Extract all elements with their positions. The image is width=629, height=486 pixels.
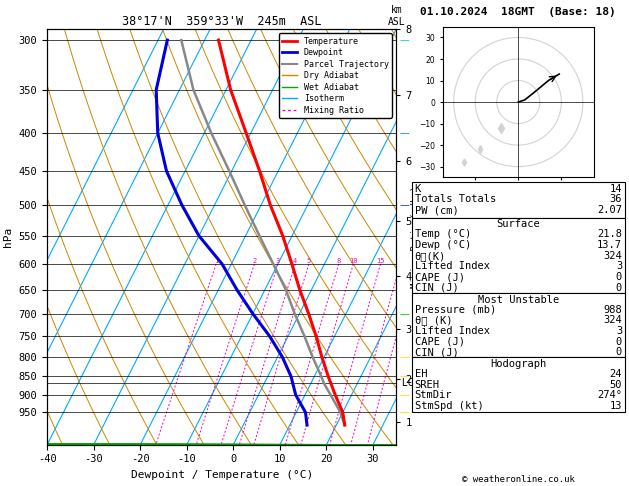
Text: CIN (J): CIN (J): [415, 283, 459, 293]
Text: Hodograph: Hodograph: [490, 359, 547, 369]
Text: 4: 4: [293, 258, 298, 264]
Text: 3: 3: [616, 326, 622, 336]
Text: Mixing Ratio (g/kg): Mixing Ratio (g/kg): [411, 186, 420, 288]
Text: —: —: [399, 200, 409, 210]
Text: Totals Totals: Totals Totals: [415, 194, 496, 205]
Text: θᴇ (K): θᴇ (K): [415, 315, 452, 326]
Text: Dewp (°C): Dewp (°C): [415, 240, 470, 250]
Text: 0: 0: [616, 283, 622, 293]
Text: —: —: [399, 390, 409, 400]
Text: K: K: [415, 184, 421, 194]
Text: PW (cm): PW (cm): [415, 205, 459, 215]
Text: 8: 8: [337, 258, 341, 264]
Text: Surface: Surface: [496, 219, 540, 229]
Text: EH: EH: [415, 369, 427, 379]
Text: 324: 324: [603, 251, 622, 261]
Text: 3: 3: [276, 258, 280, 264]
Text: —: —: [399, 35, 409, 45]
Text: 274°: 274°: [597, 390, 622, 400]
Text: 1: 1: [214, 258, 218, 264]
Y-axis label: hPa: hPa: [3, 227, 13, 247]
Text: 15: 15: [376, 258, 385, 264]
Text: —: —: [399, 128, 409, 138]
Text: CIN (J): CIN (J): [415, 347, 459, 358]
Text: Temp (°C): Temp (°C): [415, 229, 470, 240]
Text: 13.7: 13.7: [597, 240, 622, 250]
Text: 10: 10: [349, 258, 357, 264]
Text: 3: 3: [616, 261, 622, 272]
Text: —: —: [399, 407, 409, 417]
Text: —: —: [399, 371, 409, 382]
Text: 50: 50: [610, 380, 622, 390]
Text: 21.8: 21.8: [597, 229, 622, 240]
Text: 2.07: 2.07: [597, 205, 622, 215]
Text: 2: 2: [252, 258, 257, 264]
Text: © weatheronline.co.uk: © weatheronline.co.uk: [462, 474, 575, 484]
Legend: Temperature, Dewpoint, Parcel Trajectory, Dry Adiabat, Wet Adiabat, Isotherm, Mi: Temperature, Dewpoint, Parcel Trajectory…: [279, 34, 392, 118]
Text: 0: 0: [616, 272, 622, 282]
Text: 5: 5: [307, 258, 311, 264]
X-axis label: Dewpoint / Temperature (°C): Dewpoint / Temperature (°C): [131, 470, 313, 480]
Text: CAPE (J): CAPE (J): [415, 337, 464, 347]
Text: 24: 24: [610, 369, 622, 379]
Text: 0: 0: [616, 337, 622, 347]
X-axis label: kt: kt: [513, 195, 524, 205]
Text: 36: 36: [610, 194, 622, 205]
Text: CAPE (J): CAPE (J): [415, 272, 464, 282]
Text: SREH: SREH: [415, 380, 440, 390]
Text: θᴇ(K): θᴇ(K): [415, 251, 446, 261]
Text: StmDir: StmDir: [415, 390, 452, 400]
Text: 13: 13: [610, 401, 622, 411]
Text: —: —: [399, 309, 409, 319]
Text: Pressure (mb): Pressure (mb): [415, 305, 496, 315]
Text: LCL: LCL: [396, 378, 420, 388]
Text: Lifted Index: Lifted Index: [415, 261, 489, 272]
Text: 01.10.2024  18GMT  (Base: 18): 01.10.2024 18GMT (Base: 18): [420, 7, 616, 17]
Text: Most Unstable: Most Unstable: [477, 295, 559, 305]
Text: —: —: [399, 352, 409, 362]
Text: 324: 324: [603, 315, 622, 326]
Text: 14: 14: [610, 184, 622, 194]
Text: 0: 0: [616, 347, 622, 358]
Title: 38°17'N  359°33'W  245m  ASL: 38°17'N 359°33'W 245m ASL: [122, 15, 321, 28]
Text: StmSpd (kt): StmSpd (kt): [415, 401, 483, 411]
Text: 988: 988: [603, 305, 622, 315]
Text: Lifted Index: Lifted Index: [415, 326, 489, 336]
Text: km
ASL: km ASL: [387, 5, 405, 27]
